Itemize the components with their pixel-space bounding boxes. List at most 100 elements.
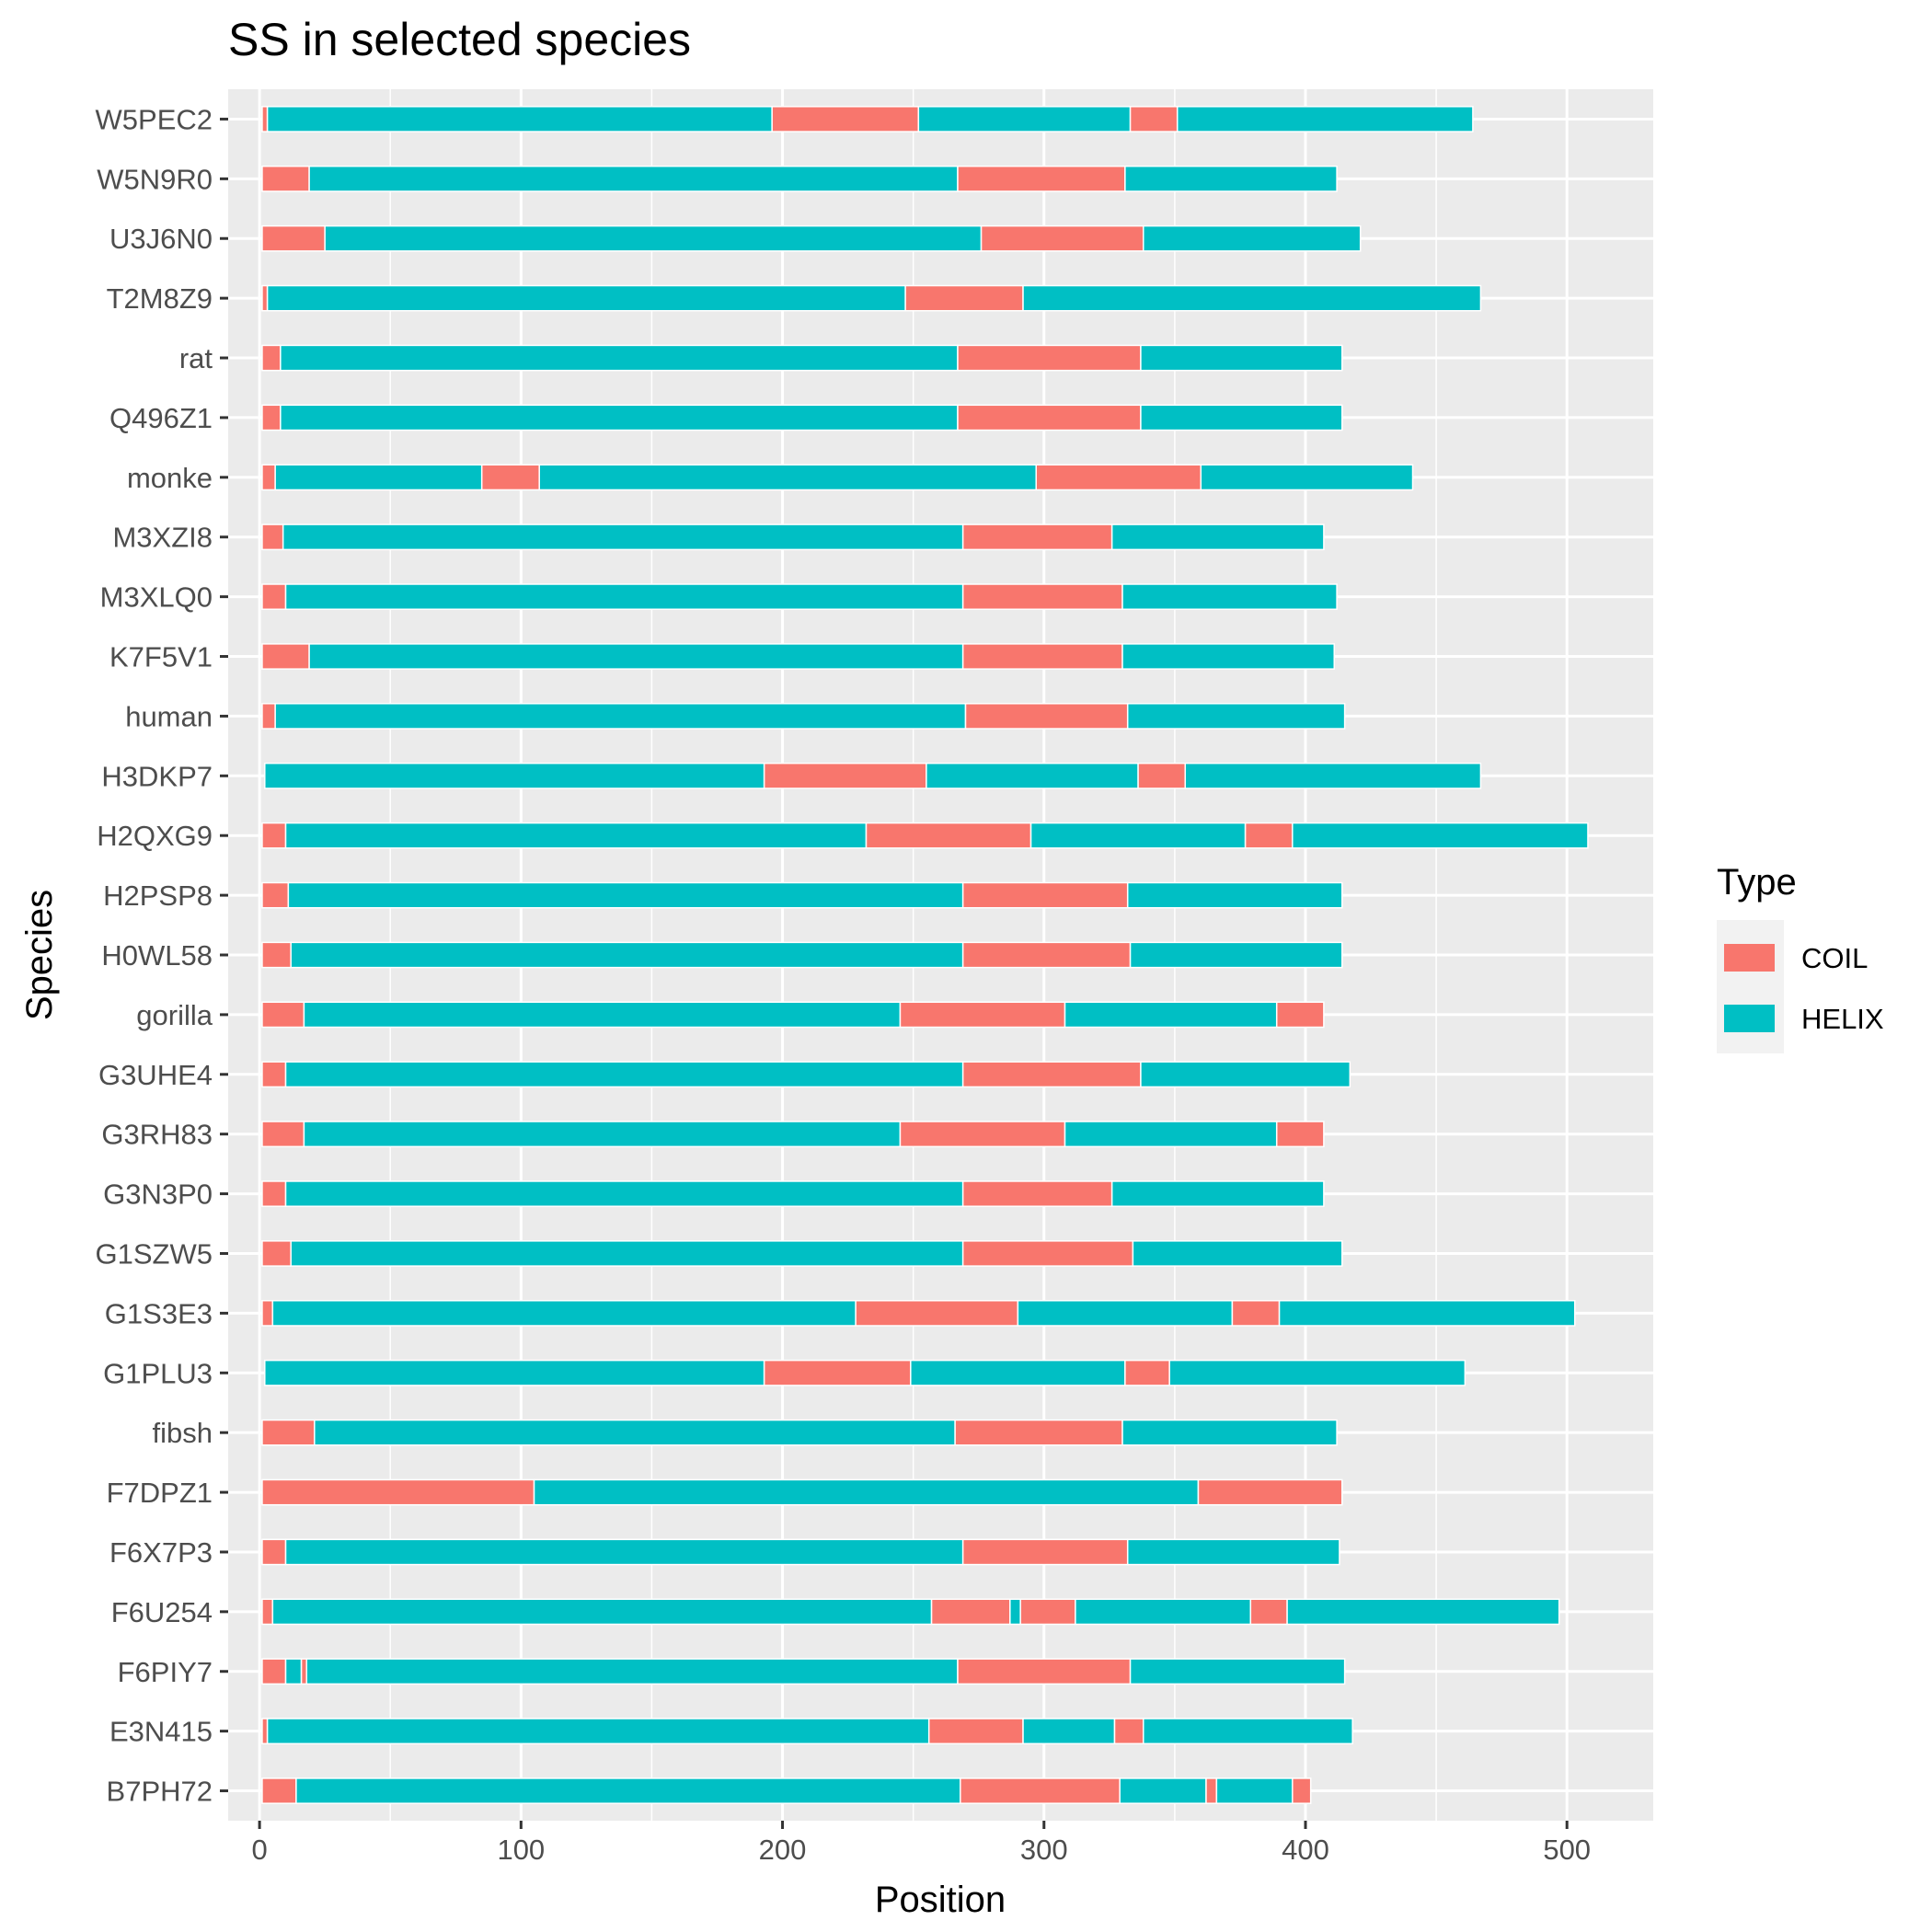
- bar-segment-helix: [271, 1300, 857, 1327]
- bar-row-M3XLQ0: [261, 583, 1338, 610]
- bar-row-G1SZW5: [261, 1240, 1343, 1267]
- bar-row-B7PH72: [261, 1777, 1312, 1804]
- legend: Type COIL HELIX: [1717, 862, 1884, 1053]
- bar-row-G3UHE4: [261, 1061, 1351, 1088]
- bar-segment-helix: [284, 1180, 964, 1207]
- bar-segment-helix: [1129, 1658, 1346, 1685]
- bar-segment-coil: [261, 106, 269, 132]
- bar-segment-coil: [261, 165, 310, 192]
- bar-segment-coil: [261, 881, 290, 909]
- bar-segment-coil: [480, 464, 540, 491]
- bar-segment-helix: [1140, 344, 1343, 372]
- bar-row-M3XZI8: [261, 523, 1325, 551]
- bar-segment-coil: [261, 1001, 305, 1029]
- bar-segment-coil: [957, 344, 1142, 372]
- bar-segment-helix: [1129, 941, 1343, 969]
- bar-segment-coil: [961, 1180, 1113, 1207]
- x-tick-label: 300: [1020, 1834, 1068, 1866]
- bar-segment-helix: [1119, 1777, 1207, 1804]
- bar-segment-helix: [308, 165, 959, 192]
- bar-segment-coil: [957, 1658, 1132, 1685]
- bar-segment-coil: [855, 1300, 1019, 1327]
- legend-key-coil: [1724, 944, 1775, 972]
- bar-segment-helix: [1126, 1538, 1340, 1566]
- y-tick-label: F7DPZ1: [107, 1477, 213, 1509]
- bar-segment-coil: [261, 1061, 287, 1088]
- y-tick-label: monke: [127, 462, 213, 494]
- bar-segment-helix: [1009, 1598, 1021, 1626]
- bar-segment-helix: [1184, 762, 1482, 789]
- chart-title: SS in selected species: [228, 14, 691, 65]
- bar-row-F6X7P3: [261, 1538, 1340, 1566]
- bar-segment-helix: [1140, 404, 1343, 431]
- bar-segment-coil: [261, 703, 276, 730]
- bar-row-G1S3E3: [261, 1300, 1576, 1327]
- bar-segment-helix: [1064, 1001, 1278, 1029]
- bar-segment-helix: [280, 404, 959, 431]
- bar-segment-helix: [284, 822, 868, 849]
- bar-segment-helix: [264, 762, 765, 789]
- bar-segment-coil: [261, 1598, 274, 1626]
- bar-segment-helix: [1126, 881, 1343, 909]
- y-tick-label: G3N3P0: [103, 1179, 213, 1211]
- y-tick-label: G1SZW5: [96, 1237, 213, 1270]
- bar-row-G3RH83: [261, 1121, 1325, 1148]
- bar-segment-helix: [290, 1240, 964, 1267]
- bar-segment-coil: [961, 583, 1123, 610]
- x-tick-label: 0: [251, 1834, 267, 1866]
- bar-row-rat: [261, 344, 1343, 372]
- bar-segment-helix: [266, 106, 773, 132]
- bar-segment-helix: [1121, 1419, 1338, 1446]
- bar-segment-coil: [1231, 1300, 1281, 1327]
- bar-row-human: [261, 703, 1346, 730]
- bar-row-fibsh: [261, 1419, 1338, 1446]
- bar-segment-coil: [961, 643, 1123, 670]
- bar-segment-helix: [284, 583, 964, 610]
- bar-segment-helix: [314, 1419, 956, 1446]
- legend-title: Type: [1717, 862, 1797, 903]
- bar-segment-coil: [261, 1478, 535, 1506]
- bar-segment-coil: [261, 344, 282, 372]
- bar-segment-helix: [1143, 1718, 1353, 1745]
- bar-segment-helix: [1110, 1180, 1325, 1207]
- bar-segment-helix: [1121, 583, 1338, 610]
- y-tick-label: G1PLU3: [103, 1357, 213, 1389]
- y-axis-title: Species: [19, 890, 60, 1020]
- bar-row-G1PLU3: [264, 1359, 1466, 1386]
- bar-row-F6U254: [261, 1598, 1560, 1626]
- bar-segment-helix: [910, 1359, 1126, 1386]
- legend-label-coil: COIL: [1801, 942, 1868, 974]
- x-tick-label: 400: [1282, 1834, 1329, 1866]
- bar-segment-coil: [930, 1598, 1011, 1626]
- bar-segment-helix: [1121, 643, 1336, 670]
- x-axis-title: Position: [875, 1880, 1006, 1920]
- y-tick-label: F6U254: [111, 1596, 213, 1628]
- bar-segment-coil: [1205, 1777, 1218, 1804]
- y-tick-label: K7F5V1: [109, 641, 213, 673]
- bar-segment-coil: [261, 464, 276, 491]
- x-tick-label: 200: [759, 1834, 807, 1866]
- bar-segment-coil: [261, 941, 292, 969]
- bar-segment-coil: [1129, 106, 1179, 132]
- bar-row-H2PSP8: [261, 881, 1343, 909]
- bar-segment-coil: [927, 1718, 1024, 1745]
- bar-segment-helix: [1140, 1061, 1351, 1088]
- y-tick-label: rat: [179, 342, 213, 374]
- bar-segment-coil: [261, 224, 326, 252]
- bar-segment-helix: [1017, 1300, 1234, 1327]
- legend-key-helix: [1724, 1005, 1775, 1032]
- bar-segment-coil: [899, 1121, 1066, 1148]
- y-tick-label: G1S3E3: [105, 1297, 213, 1329]
- bar-segment-helix: [1124, 165, 1338, 192]
- y-tick-label: U3J6N0: [109, 223, 213, 255]
- y-tick-label: M3XZI8: [112, 522, 213, 554]
- bar-segment-helix: [1168, 1359, 1466, 1386]
- bar-segment-coil: [961, 881, 1129, 909]
- bar-segment-coil: [261, 1777, 297, 1804]
- bar-segment-helix: [266, 284, 906, 312]
- bar-segment-helix: [926, 762, 1139, 789]
- bar-segment-helix: [1064, 1121, 1278, 1148]
- x-tick-label: 100: [497, 1834, 545, 1866]
- bar-segment-helix: [1126, 703, 1346, 730]
